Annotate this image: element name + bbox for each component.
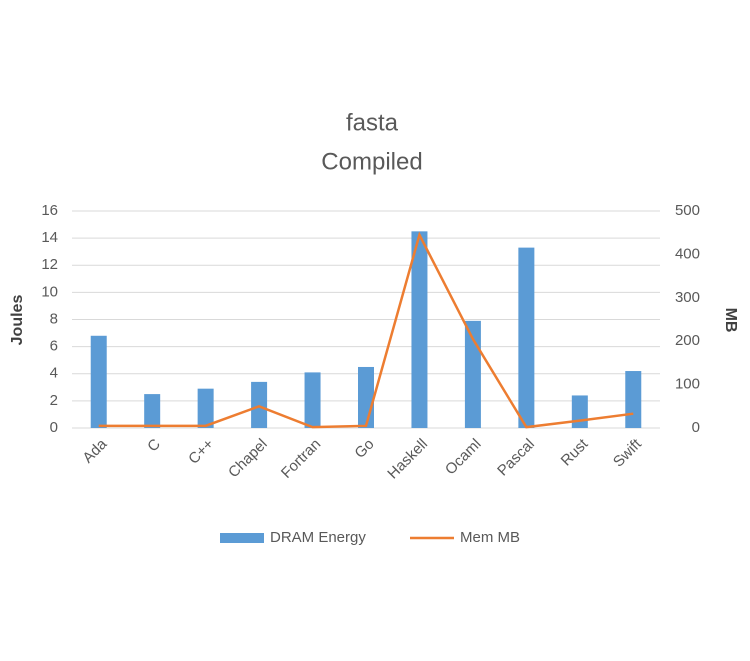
- y-tick-label: 4: [50, 365, 58, 382]
- bar: [251, 381, 268, 428]
- x-tick-label: Fortran: [278, 436, 324, 482]
- bar: [304, 372, 321, 428]
- bar: [197, 388, 214, 428]
- x-tick-label: Haskell: [384, 436, 431, 483]
- y-tick-label: 16: [41, 202, 58, 219]
- y2-tick-label: 100: [675, 376, 700, 393]
- bar: [571, 395, 588, 428]
- y-tick-label: 2: [50, 392, 58, 409]
- y2-tick-label: 200: [675, 332, 700, 349]
- bar: [90, 335, 107, 428]
- x-tick-label: Swift: [610, 435, 646, 471]
- y-tick-label: 10: [41, 283, 58, 300]
- y2-tick-label: 300: [675, 289, 700, 306]
- x-tick-label: Go: [351, 436, 377, 462]
- x-tick-label: C++: [185, 435, 217, 467]
- legend-label: DRAM Energy: [270, 529, 366, 546]
- x-tick-label: Chapel: [225, 436, 271, 482]
- y-tick-label: 8: [50, 310, 58, 327]
- legend-label: Mem MB: [460, 529, 520, 546]
- x-tick-label: Rust: [558, 435, 592, 469]
- bar: [625, 371, 642, 428]
- bar: [358, 366, 374, 428]
- bar: [411, 231, 428, 428]
- chart-subtitle: Compiled: [321, 148, 422, 175]
- x-tick-label: Ada: [79, 435, 110, 466]
- y2-axis-title: MB: [722, 308, 739, 333]
- y2-tick-label: 500: [675, 202, 700, 219]
- chart-title: fasta: [346, 109, 399, 136]
- y-tick-label: 12: [41, 256, 58, 273]
- bar: [144, 394, 161, 428]
- y-tick-label: 0: [50, 419, 58, 436]
- x-tick-label: C: [144, 436, 164, 456]
- y-tick-label: 6: [50, 338, 58, 355]
- y-tick-label: 14: [41, 229, 58, 246]
- bar: [518, 247, 535, 428]
- y2-tick-label: 0: [692, 419, 700, 436]
- line: [98, 231, 634, 429]
- x-tick-label: Ocaml: [442, 436, 485, 479]
- legend-swatch: [220, 533, 264, 543]
- y2-tick-label: 400: [675, 245, 700, 262]
- y-axis-title: Joules: [9, 295, 26, 346]
- x-tick-label: Pascal: [494, 436, 538, 480]
